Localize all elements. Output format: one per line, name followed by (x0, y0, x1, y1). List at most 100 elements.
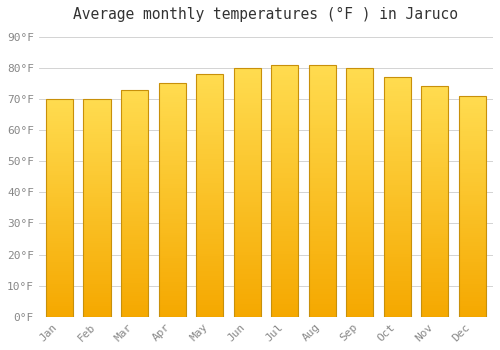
Bar (46, 180, 73, 182)
Bar (46, 199, 73, 201)
Bar (158, 100, 186, 102)
Bar (84, 315, 110, 317)
Bar (308, 92, 336, 95)
Bar (346, 225, 374, 227)
Bar (422, 149, 448, 151)
Bar (308, 188, 336, 191)
Bar (46, 210, 73, 212)
Bar (384, 139, 411, 142)
Bar (196, 91, 223, 93)
Bar (346, 215, 374, 217)
Bar (308, 201, 336, 203)
Bar (384, 298, 411, 300)
Bar (308, 203, 336, 206)
Bar (308, 191, 336, 193)
Bar (422, 197, 448, 199)
Bar (196, 314, 223, 317)
Bar (46, 223, 73, 225)
Bar (271, 271, 298, 274)
Bar (84, 208, 110, 210)
Bar (422, 110, 448, 112)
Bar (46, 269, 73, 271)
Bar (271, 218, 298, 221)
Bar (459, 127, 486, 129)
Bar (158, 193, 186, 195)
Bar (121, 260, 148, 262)
Bar (196, 200, 223, 203)
Bar (459, 295, 486, 297)
Bar (121, 235, 148, 237)
Bar (422, 225, 448, 227)
Bar (422, 146, 448, 149)
Bar (196, 96, 223, 98)
Bar (234, 240, 260, 242)
Bar (46, 308, 73, 310)
Bar (121, 94, 148, 96)
Bar (84, 251, 110, 254)
Bar (308, 128, 336, 130)
Bar (308, 279, 336, 281)
Bar (346, 240, 374, 242)
Bar (158, 177, 186, 179)
Bar (121, 90, 148, 317)
Bar (84, 132, 110, 134)
Bar (308, 163, 336, 166)
Bar (84, 217, 110, 219)
Bar (158, 235, 186, 237)
Bar (158, 272, 186, 275)
Bar (271, 155, 298, 158)
Bar (84, 247, 110, 249)
Bar (234, 162, 260, 165)
Bar (271, 314, 298, 317)
Bar (346, 127, 374, 130)
Bar (121, 133, 148, 135)
Bar (346, 309, 374, 312)
Bar (84, 195, 110, 197)
Bar (308, 254, 336, 256)
Bar (234, 279, 260, 282)
Bar (346, 155, 374, 158)
Bar (459, 184, 486, 187)
Bar (384, 245, 411, 247)
Bar (308, 211, 336, 213)
Bar (346, 312, 374, 314)
Bar (196, 101, 223, 103)
Bar (308, 125, 336, 128)
Bar (196, 161, 223, 164)
Bar (46, 155, 73, 158)
Bar (121, 274, 148, 276)
Bar (384, 305, 411, 307)
Bar (196, 74, 223, 76)
Bar (384, 211, 411, 214)
Bar (459, 213, 486, 215)
Bar (384, 84, 411, 87)
Bar (46, 153, 73, 155)
Bar (46, 138, 73, 140)
Bar (346, 160, 374, 162)
Bar (158, 275, 186, 277)
Bar (384, 101, 411, 104)
Bar (422, 130, 448, 133)
Bar (158, 139, 186, 142)
Bar (384, 161, 411, 163)
Bar (121, 194, 148, 196)
Bar (384, 91, 411, 94)
Bar (84, 175, 110, 177)
Bar (196, 239, 223, 241)
Bar (46, 206, 73, 208)
Bar (346, 150, 374, 153)
Bar (196, 108, 223, 110)
Bar (84, 162, 110, 164)
Bar (46, 313, 73, 315)
Bar (84, 171, 110, 173)
Bar (46, 158, 73, 160)
Bar (234, 292, 260, 294)
Bar (196, 302, 223, 304)
Bar (346, 245, 374, 247)
Bar (234, 242, 260, 245)
Bar (158, 88, 186, 90)
Bar (422, 315, 448, 317)
Bar (346, 187, 374, 190)
Bar (196, 169, 223, 171)
Bar (422, 271, 448, 273)
